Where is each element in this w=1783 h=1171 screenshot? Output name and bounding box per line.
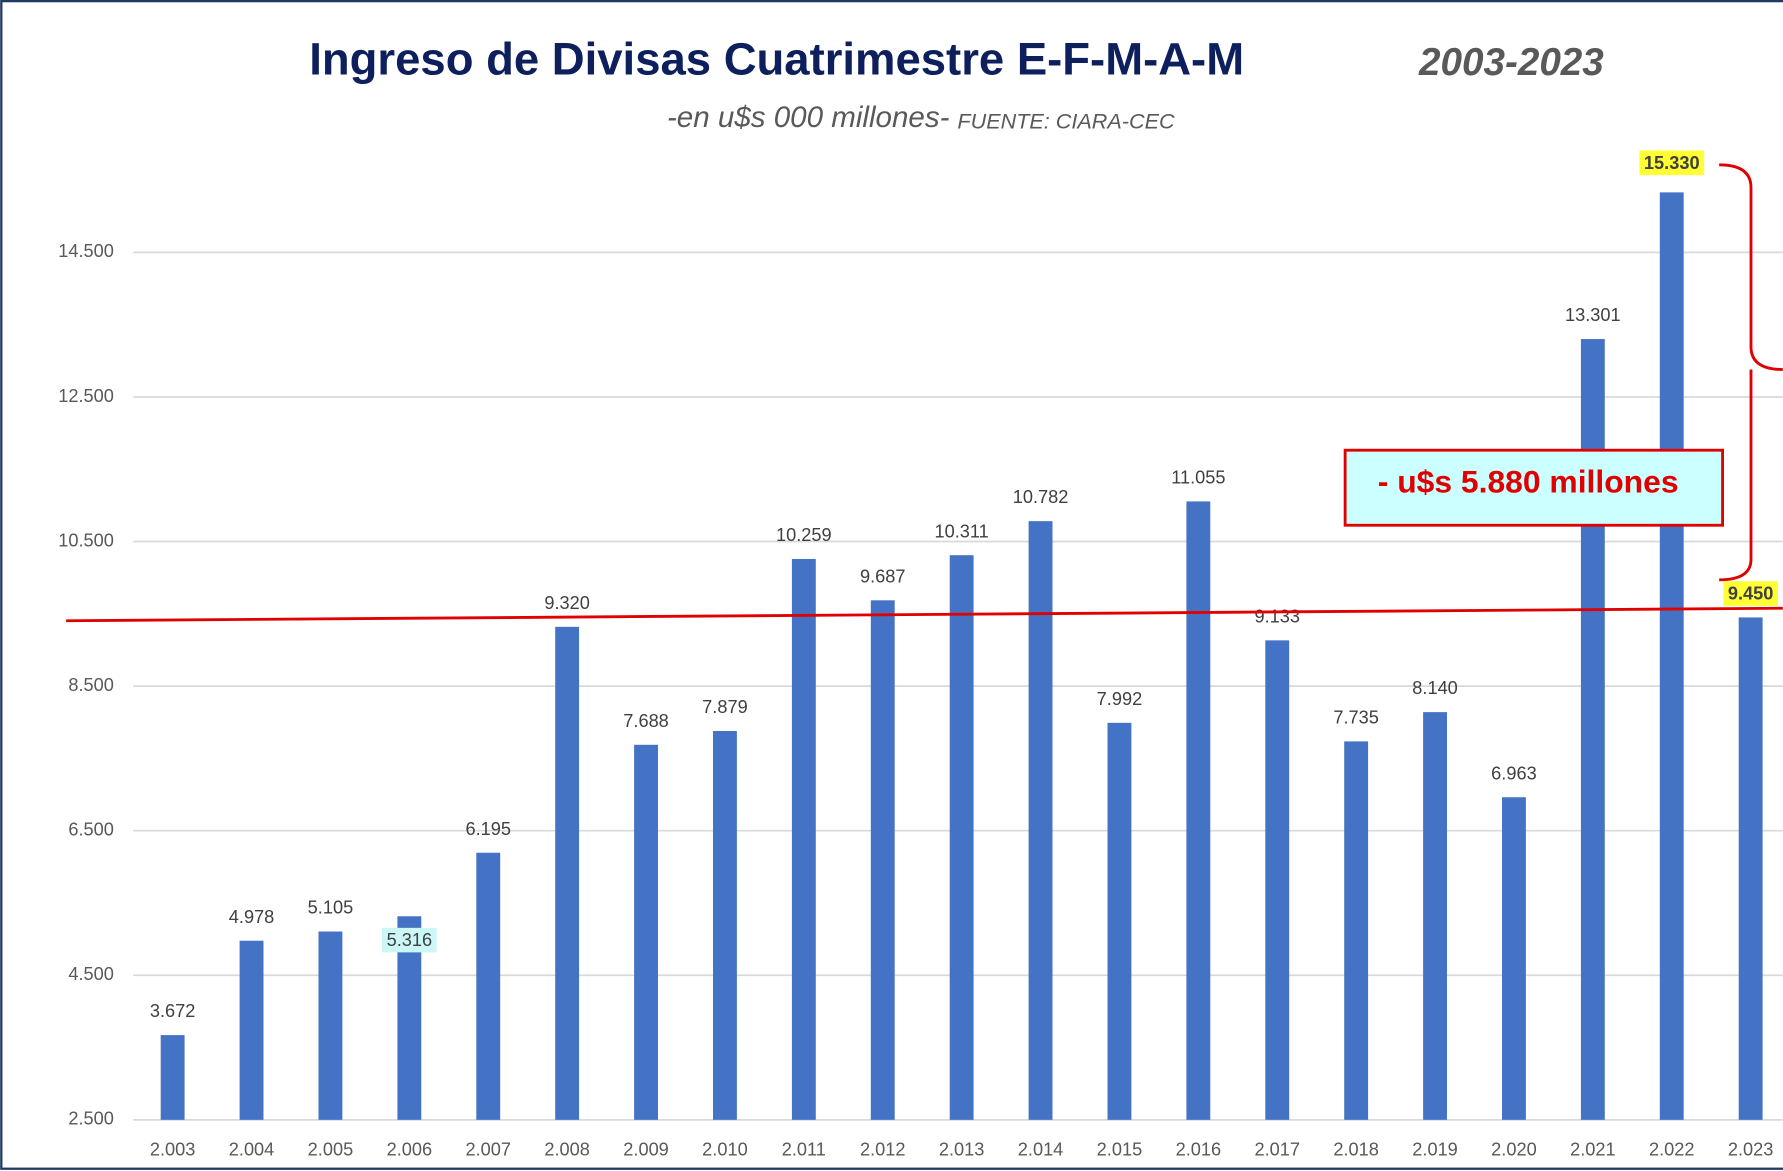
value-label: 11.055 bbox=[1171, 467, 1225, 487]
brace bbox=[1719, 163, 1783, 582]
value-label: 9.687 bbox=[860, 566, 906, 586]
label-highlight bbox=[1723, 581, 1778, 606]
x-tick-label: 2.008 bbox=[544, 1139, 590, 1159]
x-tick-label: 2.011 bbox=[782, 1139, 826, 1159]
x-tick-label: 2.013 bbox=[939, 1139, 985, 1159]
bar bbox=[1659, 192, 1684, 1120]
y-tick-label: 12.500 bbox=[58, 386, 114, 406]
value-label: 7.992 bbox=[1097, 689, 1143, 709]
bar bbox=[634, 744, 658, 1120]
y-tick-label: 14.500 bbox=[58, 241, 114, 261]
bar bbox=[1580, 339, 1605, 1120]
x-tick-label: 2.005 bbox=[308, 1139, 354, 1159]
value-label: 10.259 bbox=[776, 525, 832, 545]
bar bbox=[1028, 521, 1053, 1120]
x-tick-label: 2.010 bbox=[702, 1139, 748, 1159]
label-highlight bbox=[382, 927, 437, 953]
y-tick-label: 6.500 bbox=[68, 820, 114, 840]
title-period: 2003-2023 bbox=[1418, 41, 1604, 84]
value-label: 9.450 bbox=[1728, 584, 1774, 604]
value-label: 13.301 bbox=[1565, 305, 1621, 325]
x-tick-label: 2.004 bbox=[229, 1139, 275, 1159]
x-tick-label: 2.019 bbox=[1412, 1139, 1458, 1159]
value-label: 5.316 bbox=[387, 930, 433, 950]
x-tick-label: 2.007 bbox=[465, 1139, 511, 1159]
bar bbox=[1186, 501, 1211, 1120]
y-tick-label: 2.500 bbox=[68, 1109, 114, 1129]
bar bbox=[476, 852, 501, 1120]
bar bbox=[713, 731, 737, 1120]
bar bbox=[949, 555, 974, 1120]
x-tick-label: 2.016 bbox=[1176, 1139, 1222, 1159]
x-tick-label: 2.022 bbox=[1649, 1139, 1695, 1159]
bar bbox=[1738, 617, 1763, 1120]
value-label: 3.672 bbox=[150, 1001, 196, 1021]
source: FUENTE: CIARA-CEC bbox=[957, 108, 1175, 133]
x-tick-label: 2.012 bbox=[860, 1139, 906, 1159]
value-label: 10.782 bbox=[1013, 487, 1069, 507]
bar bbox=[397, 916, 422, 1120]
value-label: 10.311 bbox=[935, 521, 989, 541]
bar bbox=[1107, 722, 1132, 1120]
bar bbox=[555, 626, 580, 1120]
x-tick-label: 2.006 bbox=[387, 1139, 433, 1159]
bar bbox=[160, 1035, 185, 1120]
bar bbox=[791, 558, 816, 1120]
value-label: 9.320 bbox=[544, 593, 590, 613]
annotation: - u$s 5.880 millones bbox=[1378, 464, 1679, 500]
value-label: 7.735 bbox=[1333, 707, 1379, 727]
value-label: 4.978 bbox=[229, 907, 275, 927]
x-tick-label: 2.018 bbox=[1333, 1139, 1379, 1159]
x-tick-label: 2.015 bbox=[1097, 1139, 1143, 1159]
plot: 2.500 4.500 6.500 8.500 10.500 12.500 14.500 2.… bbox=[58, 150, 1783, 1159]
value-label: 7.879 bbox=[702, 697, 748, 717]
value-label: 5.105 bbox=[308, 898, 354, 918]
value-label: 15.330 bbox=[1644, 153, 1700, 173]
y-tick-label: 10.500 bbox=[58, 530, 114, 550]
bar bbox=[1423, 712, 1447, 1120]
bar bbox=[1502, 797, 1526, 1120]
bar bbox=[318, 931, 343, 1120]
chart-title: Ingreso de Divisas Cuatrimestre E-F-M-A-… bbox=[309, 34, 1244, 85]
bar bbox=[870, 600, 895, 1120]
x-tick-label: 2.023 bbox=[1728, 1139, 1774, 1159]
bar bbox=[1344, 741, 1369, 1120]
label-highlight bbox=[1639, 150, 1705, 176]
subtitle: -en u$s 000 millones- bbox=[667, 101, 950, 134]
value-label: 7.688 bbox=[623, 711, 669, 731]
value-label: 6.963 bbox=[1491, 763, 1537, 783]
bar bbox=[1265, 640, 1290, 1120]
x-tick-label: 2.003 bbox=[150, 1139, 196, 1159]
bar bbox=[239, 940, 264, 1120]
x-tick-label: 2.009 bbox=[623, 1139, 669, 1159]
x-tick-label: 2.017 bbox=[1254, 1139, 1300, 1159]
value-label: 9.133 bbox=[1254, 606, 1300, 626]
y-tick-label: 4.500 bbox=[68, 964, 114, 984]
x-tick-label: 2.020 bbox=[1491, 1139, 1537, 1159]
trend-line bbox=[66, 606, 1783, 623]
x-tick-label: 2.021 bbox=[1570, 1139, 1616, 1159]
y-tick-label: 8.500 bbox=[68, 675, 114, 695]
value-label: 8.140 bbox=[1412, 678, 1458, 698]
value-label: 6.195 bbox=[465, 819, 511, 839]
annotation-box bbox=[1343, 448, 1724, 527]
x-tick-label: 2.014 bbox=[1018, 1139, 1064, 1159]
